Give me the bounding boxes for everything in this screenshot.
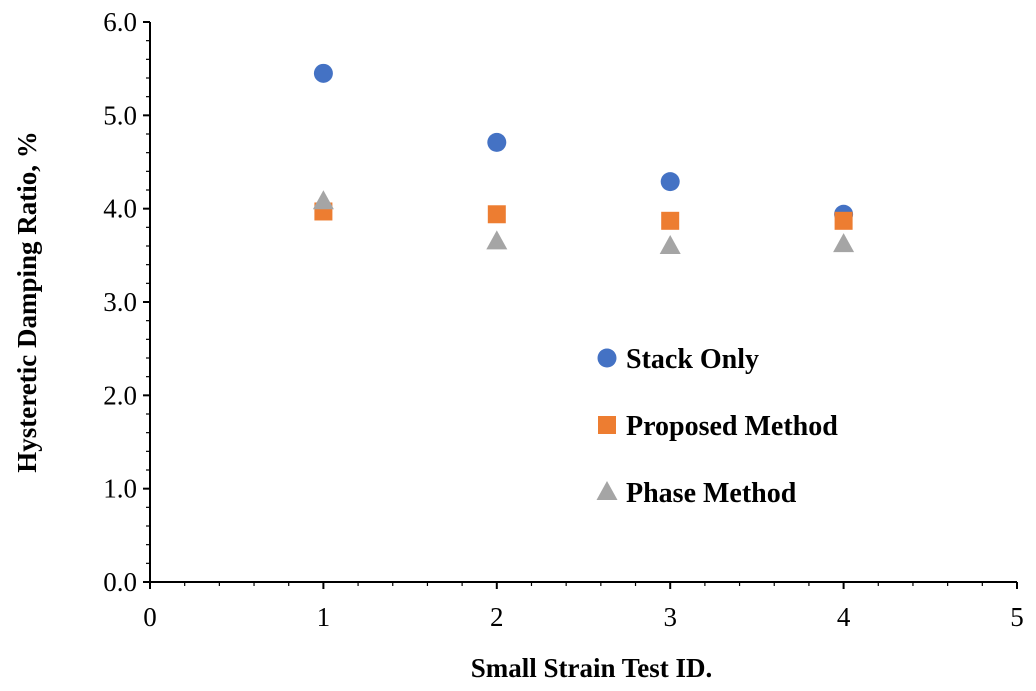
phase-method-point: [312, 190, 334, 210]
legend-marker-stack-only: [597, 348, 617, 368]
proposed-method-point: [487, 205, 506, 224]
legend-label-stack-only: Stack Only: [626, 344, 759, 375]
legend: Stack Only Proposed Method Phase Method: [596, 344, 838, 509]
phase-method-point: [833, 233, 855, 253]
y-tick-label: 1.0: [103, 474, 137, 504]
phase-method-point: [486, 230, 508, 250]
data-points: [312, 63, 855, 254]
y-axis-title: Hysteretic Damping Ratio, %: [12, 131, 42, 472]
x-tick-label: 0: [143, 602, 157, 632]
legend-marker-phase-method: [596, 481, 618, 500]
stack-only-point: [660, 172, 680, 192]
x-tick-label: 1: [317, 602, 331, 632]
y-axis-ticks: [143, 21, 150, 583]
y-axis-tick-labels: 0.0 1.0 2.0 3.0 4.0 5.0 6.0: [103, 7, 137, 597]
y-tick-label: 3.0: [103, 287, 137, 317]
legend-label-proposed-method: Proposed Method: [626, 411, 838, 442]
proposed-method-point: [834, 211, 853, 230]
y-tick-label: 6.0: [103, 7, 137, 37]
x-axis-tick-labels: 0 1 2 3 4 5: [143, 602, 1024, 632]
x-tick-label: 4: [837, 602, 851, 632]
stack-only-point: [487, 132, 507, 152]
y-tick-label: 2.0: [103, 380, 137, 410]
x-axis-title: Small Strain Test ID.: [471, 653, 713, 683]
stack-only-point: [313, 63, 333, 83]
phase-method-point: [659, 235, 681, 254]
legend-label-phase-method: Phase Method: [626, 478, 797, 509]
y-tick-label: 0.0: [103, 567, 137, 597]
legend-marker-proposed-method: [598, 416, 616, 434]
proposed-method-point: [661, 211, 680, 230]
x-axis-ticks: [149, 582, 1018, 589]
y-tick-label: 4.0: [103, 194, 137, 224]
x-tick-label: 3: [663, 602, 677, 632]
x-tick-label: 2: [490, 602, 504, 632]
x-tick-label: 5: [1010, 602, 1024, 632]
y-tick-label: 5.0: [103, 100, 137, 130]
